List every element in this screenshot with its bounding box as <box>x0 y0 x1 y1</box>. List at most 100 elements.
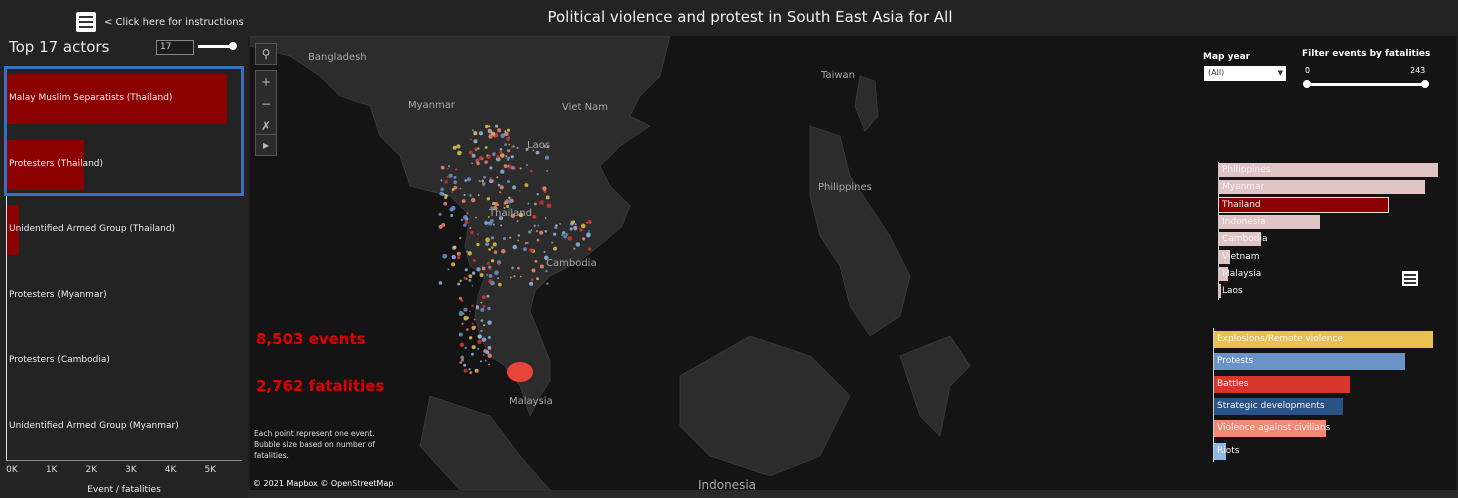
map-year-dropdown[interactable]: (All) ▼ <box>1204 66 1286 81</box>
event-point[interactable] <box>444 196 448 200</box>
event-point[interactable] <box>439 191 444 196</box>
event-point[interactable] <box>468 278 472 282</box>
event-point[interactable] <box>473 139 478 144</box>
event-point[interactable] <box>477 233 479 236</box>
event-point[interactable] <box>458 332 463 337</box>
event-point[interactable] <box>466 328 469 331</box>
event-point[interactable] <box>496 155 500 159</box>
event-point[interactable] <box>450 214 454 217</box>
event-point[interactable] <box>452 145 457 150</box>
event-point[interactable] <box>456 255 461 260</box>
event-point[interactable] <box>507 165 509 167</box>
event-point[interactable] <box>531 268 536 273</box>
event-point[interactable] <box>569 227 573 231</box>
event-point[interactable] <box>440 179 443 182</box>
event-point[interactable] <box>475 158 480 162</box>
event-point[interactable] <box>588 247 592 251</box>
event-point[interactable] <box>484 146 488 149</box>
event-point[interactable] <box>478 131 484 136</box>
actor-bar[interactable] <box>7 139 84 190</box>
event-point[interactable] <box>499 148 503 151</box>
event-point[interactable] <box>464 346 467 350</box>
map-attribution[interactable]: © 2021 Mapbox © OpenStreetMap <box>253 479 394 488</box>
event-point[interactable] <box>453 245 457 250</box>
pin-reset-icon[interactable]: ✗ <box>260 119 272 133</box>
event-point[interactable] <box>516 220 519 223</box>
event-point[interactable] <box>467 251 472 256</box>
event-point[interactable] <box>485 124 489 129</box>
event-point[interactable] <box>544 229 548 233</box>
event-point[interactable] <box>497 277 500 279</box>
event-point[interactable] <box>484 160 488 164</box>
event-point[interactable] <box>453 185 458 190</box>
event-point[interactable] <box>546 203 552 209</box>
search-icon[interactable]: ⚲ <box>255 43 277 65</box>
event-point[interactable] <box>539 200 544 205</box>
event-point[interactable] <box>486 261 490 265</box>
event-point[interactable] <box>505 155 508 158</box>
event-point[interactable] <box>567 236 573 241</box>
event-point[interactable] <box>535 150 540 155</box>
event-point[interactable] <box>461 322 464 325</box>
event-type-bar[interactable] <box>1214 353 1405 371</box>
event-point[interactable] <box>506 128 511 132</box>
event-point[interactable] <box>481 266 486 271</box>
event-point[interactable] <box>459 279 462 283</box>
event-point[interactable] <box>469 194 472 197</box>
event-point[interactable] <box>518 189 521 192</box>
event-point[interactable] <box>463 363 467 367</box>
event-point[interactable] <box>482 305 486 308</box>
event-point[interactable] <box>504 143 507 146</box>
event-point[interactable] <box>492 242 497 247</box>
event-point[interactable] <box>518 212 524 218</box>
event-point[interactable] <box>565 233 569 236</box>
event-point[interactable] <box>526 241 529 244</box>
event-point[interactable] <box>464 268 468 272</box>
event-point[interactable] <box>489 177 492 180</box>
event-point[interactable] <box>451 188 455 191</box>
event-point[interactable] <box>466 316 470 319</box>
event-point[interactable] <box>471 271 476 275</box>
actor-bar[interactable] <box>7 205 19 255</box>
event-point[interactable] <box>495 124 499 128</box>
event-point[interactable] <box>490 206 494 210</box>
event-point[interactable] <box>468 368 471 371</box>
event-point[interactable] <box>546 169 549 172</box>
event-point[interactable] <box>466 212 469 215</box>
event-point[interactable] <box>533 224 537 227</box>
event-point[interactable] <box>497 262 501 266</box>
event-point[interactable] <box>438 212 442 216</box>
event-point[interactable] <box>471 153 476 158</box>
event-point[interactable] <box>489 166 493 170</box>
event-point[interactable] <box>551 241 554 244</box>
event-point[interactable] <box>457 150 460 153</box>
event-point[interactable] <box>500 153 505 158</box>
event-point[interactable] <box>535 230 538 233</box>
event-point[interactable] <box>511 146 513 148</box>
event-point[interactable] <box>493 250 498 254</box>
event-point[interactable] <box>468 336 473 340</box>
zoom-out-button[interactable]: − <box>260 97 272 111</box>
event-point[interactable] <box>456 144 461 149</box>
hamburger-menu-icon[interactable] <box>76 12 96 32</box>
event-point[interactable] <box>498 216 503 221</box>
event-point[interactable] <box>543 255 549 261</box>
event-point[interactable] <box>586 222 588 224</box>
event-point[interactable] <box>542 186 547 191</box>
event-point[interactable] <box>449 207 454 212</box>
event-point[interactable] <box>496 176 499 179</box>
event-point[interactable] <box>524 241 527 245</box>
actor-bar[interactable] <box>7 74 227 124</box>
event-point[interactable] <box>488 274 493 278</box>
event-point[interactable] <box>492 223 495 226</box>
country-bar[interactable] <box>1219 266 1228 281</box>
event-point[interactable] <box>451 254 456 260</box>
event-point[interactable] <box>488 248 491 251</box>
event-point[interactable] <box>562 231 566 235</box>
event-point[interactable] <box>496 260 502 265</box>
event-point[interactable] <box>507 156 511 160</box>
event-point[interactable] <box>457 282 461 286</box>
event-point[interactable] <box>460 299 464 303</box>
event-point[interactable] <box>510 213 516 219</box>
event-point[interactable] <box>461 358 464 362</box>
